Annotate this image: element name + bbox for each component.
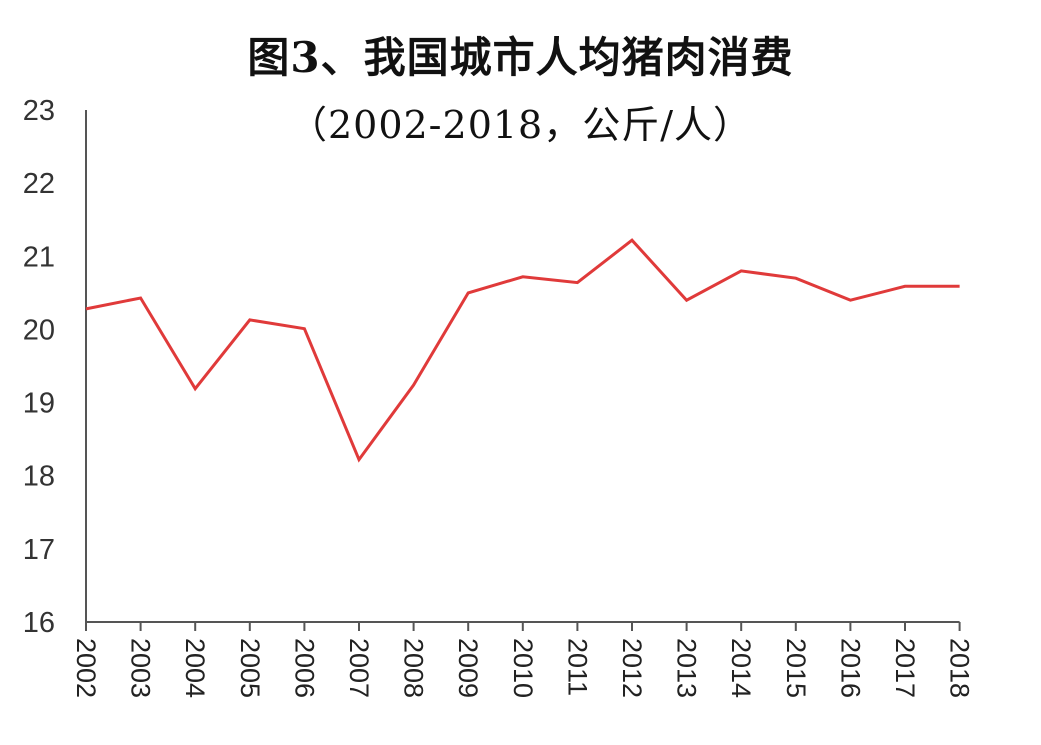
x-tick-label: 2008 <box>399 638 429 698</box>
y-tick-label: 22 <box>23 168 55 200</box>
x-tick-label: 2014 <box>726 638 756 698</box>
chart-subtitle: （2002-2018，公斤/人） <box>288 103 753 147</box>
x-tick-label: 2005 <box>235 638 265 698</box>
y-axis: 16 17 18 19 20 21 22 23 <box>23 95 87 639</box>
x-tick-label: 2004 <box>180 638 210 698</box>
y-tick-label: 20 <box>23 314 55 346</box>
x-tick-label: 2002 <box>71 638 101 698</box>
y-tick-label: 17 <box>23 534 55 566</box>
series-line <box>85 238 960 463</box>
x-tick-label: 2015 <box>781 638 811 698</box>
x-tick-label: 2017 <box>890 638 920 698</box>
x-tick-label: 2007 <box>344 638 374 698</box>
x-tick-label: 2009 <box>453 638 483 698</box>
chart-title: 图3、我国城市人均猪肉消费 <box>247 33 794 82</box>
y-tick-label: 19 <box>23 388 55 420</box>
x-tick-label: 2013 <box>672 638 702 698</box>
x-tick-label: 2016 <box>835 638 865 698</box>
y-tick-label: 18 <box>23 461 55 493</box>
x-tick-label: 2006 <box>289 638 319 698</box>
x-tick-label: 2012 <box>617 638 647 698</box>
x-axis: 2002 2003 2004 2005 2006 2007 2008 2009 2010 2011… <box>71 621 975 698</box>
y-tick-label: 21 <box>23 241 55 273</box>
x-tick-label: 2011 <box>562 638 592 696</box>
x-tick-label: 2018 <box>945 638 975 698</box>
x-tick-label: 2010 <box>508 638 538 698</box>
x-tick-label: 2003 <box>126 638 156 698</box>
y-tick-label: 16 <box>23 607 55 639</box>
y-tick-label: 23 <box>23 95 55 127</box>
